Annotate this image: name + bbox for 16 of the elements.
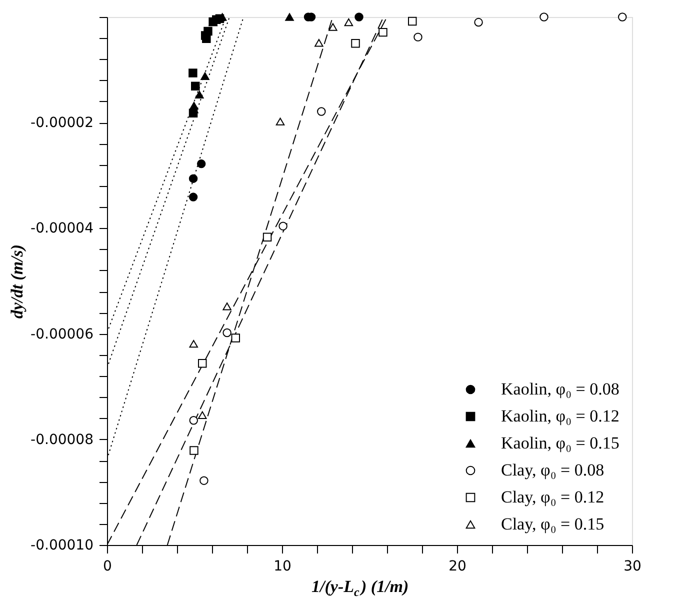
y-axis-title: dy/dt (m/s) bbox=[8, 244, 27, 319]
y-tick-label: -0.00008 bbox=[30, 432, 94, 448]
legend-label: Clay, φ₀ = 0.12 bbox=[501, 488, 604, 506]
x-tick-label: 0 bbox=[103, 558, 112, 574]
y-tick-label: -0.00006 bbox=[30, 326, 94, 342]
legend-label: Kaolin, φ₀ = 0.15 bbox=[501, 434, 620, 452]
legend-label: Kaolin, φ₀ = 0.12 bbox=[501, 406, 620, 426]
y-tick-label: -0.00002 bbox=[30, 115, 94, 132]
x-tick-label: 10 bbox=[274, 558, 292, 574]
legend-label: Clay, φ₀ = 0.15 bbox=[501, 514, 604, 534]
x-tick-label: 20 bbox=[448, 558, 466, 574]
y-tick-label: -0.00004 bbox=[30, 220, 94, 237]
y-tick-label: -0.00010 bbox=[30, 538, 94, 554]
legend-label: Kaolin, φ₀ = 0.08 bbox=[501, 380, 620, 398]
x-tick-label: 30 bbox=[624, 558, 642, 574]
legend-label: Clay, φ₀ = 0.08 bbox=[501, 460, 604, 480]
